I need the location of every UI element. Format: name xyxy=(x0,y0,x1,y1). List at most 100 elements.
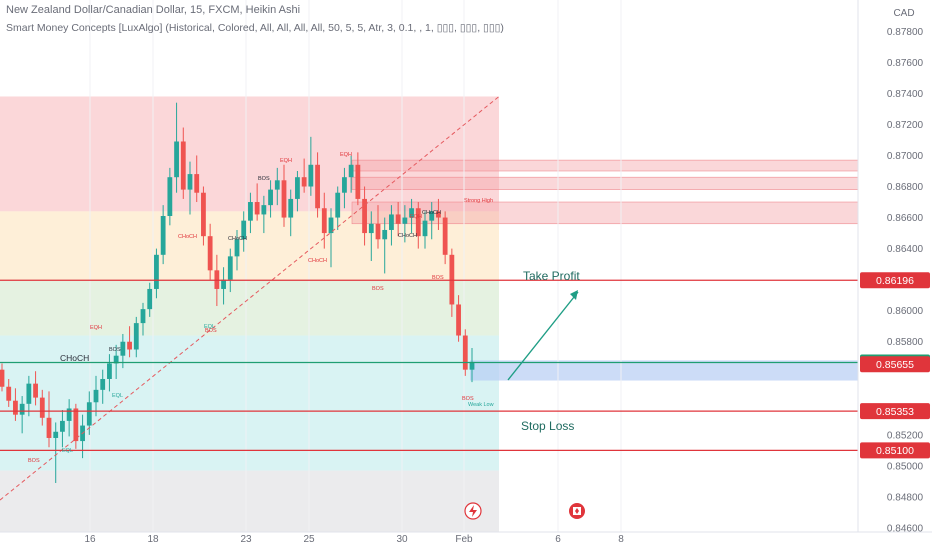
earnings-flash-icon[interactable] xyxy=(464,502,482,520)
candle-body xyxy=(26,383,32,404)
candle-body xyxy=(160,216,166,255)
candle-body xyxy=(395,214,401,224)
x-tick-label: 6 xyxy=(555,534,561,545)
price-badge xyxy=(860,403,930,420)
candle-body xyxy=(375,223,381,240)
smc-label: EQH xyxy=(280,158,292,164)
candle-body xyxy=(402,217,408,224)
candle-body xyxy=(234,239,240,257)
candle-body xyxy=(335,192,341,218)
candle-body xyxy=(315,164,320,209)
x-tick-label: 30 xyxy=(396,534,408,545)
candle-body xyxy=(127,341,132,350)
price-badge xyxy=(860,442,930,459)
trendline xyxy=(0,96,500,501)
candle-body xyxy=(442,217,448,255)
axis-layer: 0.87800 0.87600 0.87400 0.87200 0.87000 0.868… xyxy=(84,27,930,545)
candle-body xyxy=(53,431,59,438)
candle-body xyxy=(113,355,119,364)
x-tick-label: 18 xyxy=(147,534,159,545)
candle-body xyxy=(295,177,300,199)
candle-body xyxy=(281,180,287,218)
candle-body xyxy=(261,205,267,215)
smc-label: CHoCH xyxy=(228,236,247,242)
price-badge-label: 0.86196 xyxy=(876,275,914,287)
price-badge xyxy=(860,272,930,289)
candle-body xyxy=(147,288,153,310)
chart-title: New Zealand Dollar/Canadian Dollar, 15, … xyxy=(6,4,301,16)
smc-label: BOS xyxy=(258,176,270,182)
candle-body xyxy=(301,177,307,187)
choch-label: CHoCH xyxy=(60,353,89,363)
candle-body xyxy=(140,309,146,324)
price-badge xyxy=(860,356,930,373)
candle-body xyxy=(201,192,206,237)
candle-body xyxy=(167,177,173,216)
candle-body xyxy=(449,254,455,305)
y-tick-label: 0.87200 xyxy=(887,120,924,131)
x-tick-label: 16 xyxy=(84,534,96,545)
smc-label: CHoCH xyxy=(398,233,417,239)
smc-label: EQL xyxy=(112,393,123,399)
candle-body xyxy=(100,378,106,390)
canada-flag-event-icon[interactable] xyxy=(569,503,585,519)
y-tick-label: 0.85800 xyxy=(887,337,924,348)
candle-body xyxy=(288,198,294,218)
projection-arrow xyxy=(507,291,579,381)
candle-body xyxy=(93,389,99,403)
x-tick-label: 25 xyxy=(303,534,315,545)
candle-body xyxy=(107,363,112,379)
zone-deep-discount xyxy=(0,470,499,532)
candle-body xyxy=(133,323,139,350)
order-block xyxy=(351,159,859,172)
stop-loss-label: Stop Loss xyxy=(521,419,574,433)
candle-body xyxy=(0,369,5,387)
y-tick-label: 0.87400 xyxy=(887,89,924,100)
candle-body xyxy=(382,229,388,240)
x-tick-label: 8 xyxy=(618,534,624,545)
candle-body xyxy=(462,335,468,370)
candle-body xyxy=(221,279,226,289)
grid-layer xyxy=(89,0,622,532)
candle-body xyxy=(86,402,92,426)
candle-body xyxy=(187,174,193,190)
zone-discount xyxy=(0,335,499,471)
indicator-legend[interactable]: Smart Money Concepts [LuxAlgo] (Historic… xyxy=(6,22,504,34)
candle-body xyxy=(274,180,280,190)
candle-body xyxy=(174,141,179,178)
candle-body xyxy=(227,256,233,280)
candle-body xyxy=(321,208,327,234)
candle-body xyxy=(348,164,354,178)
candle-body xyxy=(214,270,220,289)
candle-body xyxy=(328,217,334,234)
zone-premium xyxy=(0,96,499,212)
x-tick-label: 23 xyxy=(240,534,252,545)
candle-body xyxy=(73,408,79,442)
candle-body xyxy=(66,408,72,421)
smc-label: CHoCH xyxy=(178,234,197,240)
candle-body xyxy=(120,341,126,356)
zone-upper-equilibrium xyxy=(0,211,499,280)
y-tick-label: 0.84600 xyxy=(887,524,924,535)
y-tick-label: 0.85200 xyxy=(887,430,924,441)
price-badge-label: 0.85353 xyxy=(876,406,914,418)
smc-label: BOS xyxy=(28,458,40,464)
order-block xyxy=(351,176,859,190)
y-tick-label: 0.86400 xyxy=(887,244,924,255)
candle-body xyxy=(33,383,38,398)
y-tick-label: 0.86800 xyxy=(887,182,924,193)
candle-body xyxy=(422,220,428,237)
candle-body xyxy=(46,417,52,438)
smc-label: CHoCH xyxy=(422,210,441,216)
smc-label: CHoCH xyxy=(308,258,327,264)
zone-equilibrium xyxy=(0,279,499,336)
candle-body xyxy=(207,236,213,271)
price-badge-label: 0.85655 xyxy=(876,359,914,371)
candle-body xyxy=(429,211,435,221)
candle-body xyxy=(60,420,65,432)
y-tick-label: 0.87800 xyxy=(887,27,924,38)
candle-body xyxy=(409,208,414,218)
candle-body xyxy=(19,403,25,415)
candle-body xyxy=(39,397,45,418)
